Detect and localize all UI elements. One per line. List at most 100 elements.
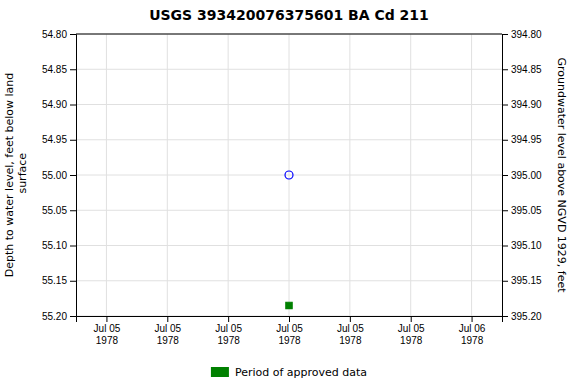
x-tick: Jul 051978 bbox=[215, 316, 242, 346]
grid-line-y bbox=[76, 34, 502, 35]
y-tick-label: 54.90 bbox=[42, 99, 67, 110]
y2-axis: 395.20 395.15 395.10 395.05 395.00 394.95 394.… bbox=[502, 29, 542, 322]
y2-tick: 394.85 bbox=[502, 64, 542, 75]
y2-tick: 395.20 bbox=[502, 311, 542, 322]
y2-tick: 394.90 bbox=[502, 99, 542, 110]
y2-axis-label: Groundwater level above NGVD 1929, feet bbox=[555, 57, 568, 293]
y-tick-mark bbox=[70, 246, 76, 247]
y-tick: 54.95 bbox=[42, 134, 76, 145]
legend-label: Period of approved data bbox=[235, 366, 367, 379]
grid-line-x bbox=[106, 34, 107, 316]
grid bbox=[76, 34, 502, 316]
marks bbox=[285, 171, 293, 309]
y-tick-label: 54.95 bbox=[42, 134, 67, 145]
grid-line-x bbox=[228, 34, 229, 316]
x-tick-label-line: Jul 05 bbox=[276, 323, 303, 334]
y-tick-mark bbox=[70, 281, 76, 282]
y2-tick-label: 395.10 bbox=[511, 240, 542, 251]
y-tick-mark bbox=[70, 210, 76, 211]
y-tick: 54.80 bbox=[42, 29, 76, 40]
label-line: Depth to water level, feet below land bbox=[3, 73, 16, 278]
x-tick-label-line: 1978 bbox=[400, 335, 423, 346]
point bbox=[286, 302, 292, 308]
y2-tick: 395.00 bbox=[502, 170, 542, 181]
y2-tick-mark bbox=[502, 210, 508, 211]
y2-tick-mark bbox=[502, 34, 508, 35]
plot: 54.80 54.85 54.90 54.95 55.00 55.05 55.10 55.15… bbox=[42, 29, 542, 346]
y-tick-label: 54.80 bbox=[42, 29, 67, 40]
y2-tick-mark bbox=[502, 140, 508, 141]
x-tick-mark bbox=[350, 316, 351, 322]
y2-tick-label: 394.80 bbox=[511, 29, 542, 40]
x-tick-label-line: Jul 05 bbox=[398, 323, 425, 334]
grid-line-x bbox=[167, 34, 168, 316]
y2-tick: 394.95 bbox=[502, 134, 542, 145]
x-tick-label: Jul 051978 bbox=[154, 323, 181, 346]
x-tick-label-line: 1978 bbox=[461, 335, 484, 346]
y-axis: 54.80 54.85 54.90 54.95 55.00 55.05 55.10 55.15… bbox=[42, 29, 77, 322]
x-tick-mark bbox=[167, 316, 168, 322]
grid-line-x bbox=[471, 34, 472, 316]
y2-tick-mark bbox=[502, 246, 508, 247]
y2-tick-mark bbox=[502, 175, 508, 176]
axis-line bbox=[70, 35, 77, 317]
y2-tick-label: 394.90 bbox=[511, 99, 542, 110]
legend: Period of approved data bbox=[211, 366, 367, 379]
y2-tick: 395.05 bbox=[502, 205, 542, 216]
x-tick-label-line: 1978 bbox=[218, 335, 241, 346]
y-tick-label: 54.85 bbox=[42, 64, 67, 75]
y-tick-label: 55.10 bbox=[42, 240, 67, 251]
y2-tick-label: 395.00 bbox=[511, 170, 542, 181]
x-tick-label: Jul 051978 bbox=[337, 323, 364, 346]
x-tick-mark bbox=[106, 316, 107, 322]
x-tick-label-line: 1978 bbox=[96, 335, 119, 346]
y-tick: 55.10 bbox=[42, 240, 76, 251]
y2-tick-mark bbox=[502, 69, 508, 70]
x-tick-mark bbox=[228, 316, 229, 322]
y2-tick-mark bbox=[502, 281, 508, 282]
y-axis-label: Depth to water level, feet below land su… bbox=[3, 73, 29, 278]
x-tick-mark bbox=[411, 316, 412, 322]
x-tick-label-line: Jul 05 bbox=[94, 323, 121, 334]
chart: 54.80 54.85 54.90 54.95 55.00 55.05 55.10 55.15… bbox=[0, 0, 576, 384]
y2-tick-label: 395.05 bbox=[511, 205, 542, 216]
x-tick: Jul 051978 bbox=[337, 316, 364, 346]
y-tick-mark bbox=[70, 69, 76, 70]
y-tick-mark bbox=[70, 316, 76, 317]
y2-tick: 394.80 bbox=[502, 29, 542, 40]
x-tick-label-line: 1978 bbox=[157, 335, 180, 346]
grid-line-x bbox=[289, 34, 290, 316]
legend-item: Period of approved data bbox=[211, 366, 367, 379]
x-tick-label-line: 1978 bbox=[339, 335, 362, 346]
x-tick-label-line: Jul 05 bbox=[154, 323, 181, 334]
y-tick-label: 55.20 bbox=[42, 311, 67, 322]
y2-tick-label: 395.15 bbox=[511, 275, 542, 286]
grid-line-x bbox=[349, 34, 350, 316]
x-tick-label: Jul 051978 bbox=[94, 323, 121, 346]
x-tick: Jul 051978 bbox=[154, 316, 181, 346]
axis-line bbox=[503, 35, 509, 317]
x-tick: Jul 051978 bbox=[398, 316, 425, 346]
label-line: surface bbox=[16, 153, 29, 197]
y2-tick: 395.10 bbox=[502, 240, 542, 251]
x-axis: Jul 051978Jul 051978Jul 051978Jul 051978… bbox=[77, 316, 503, 346]
y-tick-mark bbox=[70, 105, 76, 106]
y-tick-label: 55.00 bbox=[42, 170, 67, 181]
y-tick-mark bbox=[70, 34, 76, 35]
y-tick-label: 55.15 bbox=[42, 275, 67, 286]
frame-top bbox=[76, 34, 502, 35]
grid-line-x bbox=[410, 34, 411, 316]
y2-tick-label: 395.20 bbox=[511, 311, 542, 322]
x-tick-label-line: Jul 05 bbox=[215, 323, 242, 334]
x-tick-label: Jul 051978 bbox=[276, 323, 303, 346]
y-tick-mark bbox=[70, 175, 76, 176]
y2-tick: 395.15 bbox=[502, 275, 542, 286]
title: USGS 393420076375601 BA Cd 211 bbox=[149, 7, 429, 23]
axis-line bbox=[77, 317, 503, 323]
y-tick: 55.00 bbox=[42, 170, 76, 181]
x-tick-label: Jul 051978 bbox=[398, 323, 425, 346]
y-tick: 55.05 bbox=[42, 205, 76, 216]
y-tick: 55.20 bbox=[42, 311, 76, 322]
x-tick-label-line: Jul 06 bbox=[459, 323, 486, 334]
x-tick-mark bbox=[289, 316, 290, 322]
